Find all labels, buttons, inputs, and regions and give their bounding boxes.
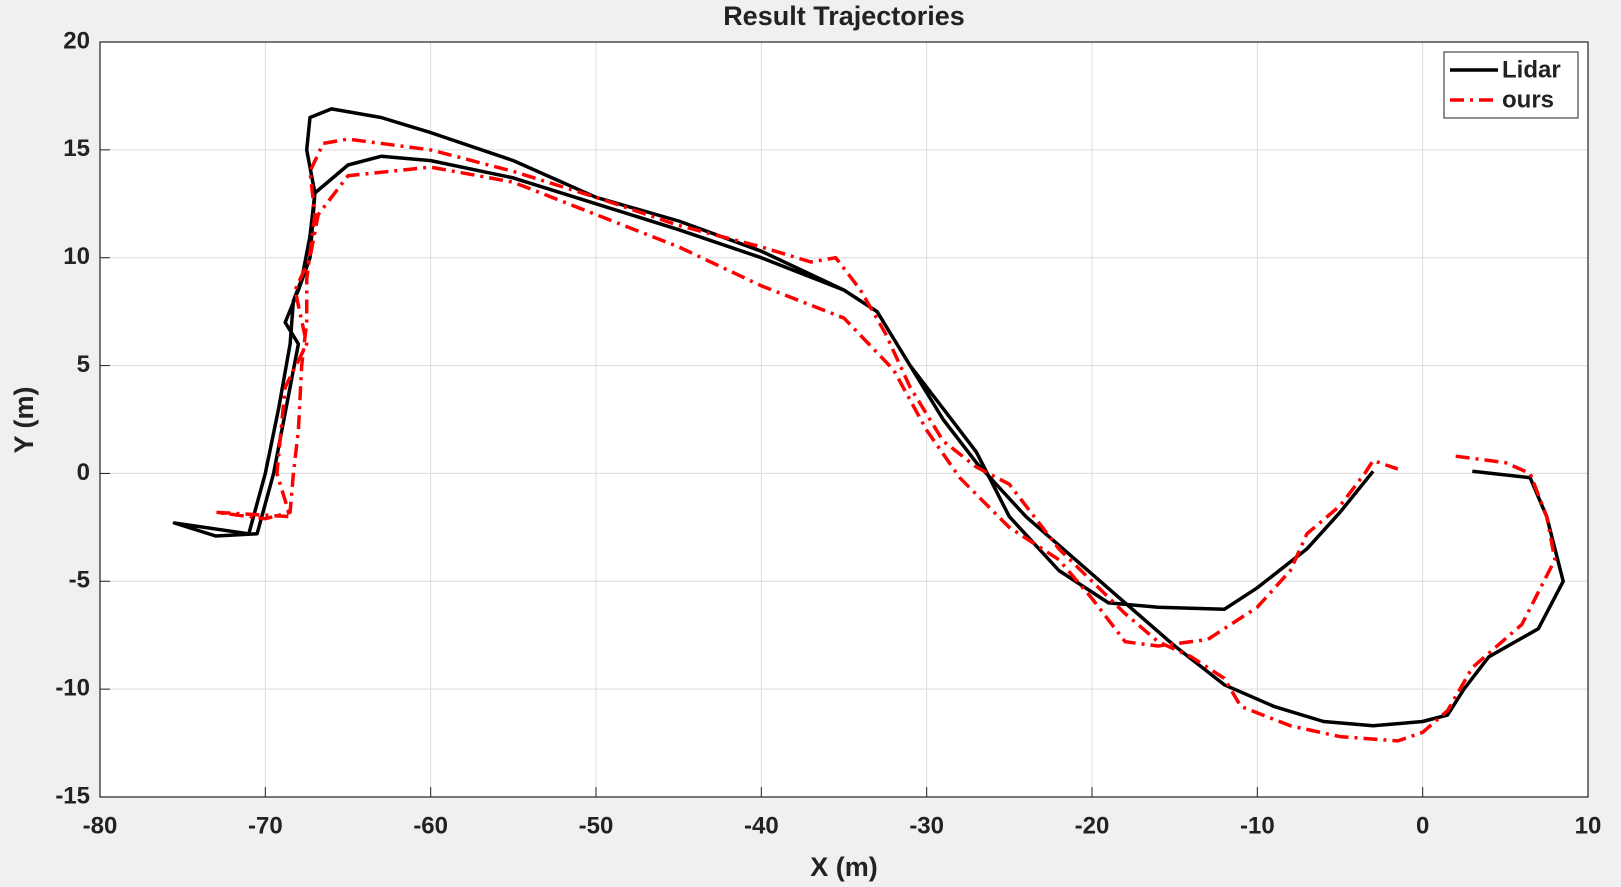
x-tick-label: -50 [579, 812, 614, 839]
plot-area [100, 42, 1588, 797]
x-tick-label: -30 [909, 812, 944, 839]
y-tick-label: 15 [63, 135, 90, 162]
trajectory-line [172, 107, 1565, 728]
chart-title: Result Trajectories [723, 1, 965, 31]
y-tick-label: -5 [69, 567, 90, 594]
x-tick-label: -70 [248, 812, 283, 839]
y-tick-label: 5 [77, 351, 90, 378]
y-tick-label: 20 [63, 27, 90, 54]
x-tick-label: 0 [1416, 812, 1429, 839]
legend-box [1443, 51, 1579, 119]
legend-label: Lidar [1502, 56, 1561, 83]
plot-frame [99, 41, 1589, 798]
y-axis-label: Y (m) [9, 386, 39, 453]
x-tick-label: -80 [83, 812, 118, 839]
x-tick-label: -20 [1075, 812, 1110, 839]
y-tick-label: -15 [55, 782, 90, 809]
legend-label: ours [1502, 86, 1554, 113]
x-tick-label: -40 [744, 812, 779, 839]
x-axis-label: X (m) [810, 852, 878, 882]
x-tick-label: -10 [1240, 812, 1275, 839]
x-tick-label: -60 [413, 812, 448, 839]
y-tick-label: -10 [55, 674, 90, 701]
y-tick-label: 10 [63, 243, 90, 270]
y-tick-label: 0 [77, 459, 90, 486]
x-tick-label: 10 [1575, 812, 1602, 839]
trajectory-line [213, 137, 1557, 743]
